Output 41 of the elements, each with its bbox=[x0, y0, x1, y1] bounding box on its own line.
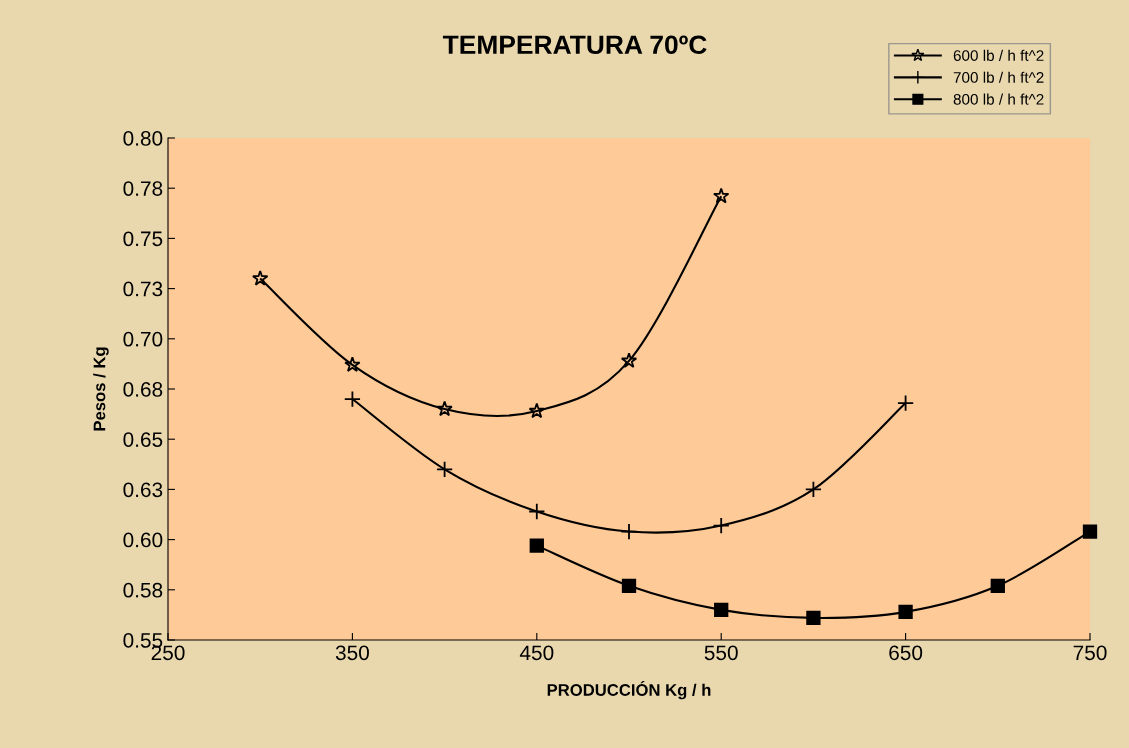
y-axis-title: Pesos / Kg bbox=[93, 347, 109, 431]
point bbox=[343, 390, 361, 408]
y-tick-label: 0.65 bbox=[123, 432, 163, 447]
point bbox=[897, 394, 915, 412]
x-tick-label: 550 bbox=[704, 645, 738, 661]
point bbox=[990, 578, 1005, 593]
point bbox=[898, 604, 913, 620]
x-tick-label: 650 bbox=[889, 645, 923, 661]
y-tick-label: 0.78 bbox=[123, 181, 163, 196]
point bbox=[806, 610, 821, 626]
point bbox=[252, 270, 269, 286]
point bbox=[713, 187, 730, 204]
point bbox=[528, 502, 546, 521]
point bbox=[714, 602, 729, 618]
y-tick-label: 0.75 bbox=[123, 231, 163, 247]
x-tick-label: 350 bbox=[335, 645, 369, 661]
point bbox=[620, 523, 638, 541]
point bbox=[804, 480, 822, 498]
legend-label: 800 lb / h ft^2 bbox=[953, 93, 1044, 105]
chart-title: TEMPERATURA 70ºC bbox=[442, 35, 707, 55]
point bbox=[620, 352, 638, 368]
point bbox=[621, 578, 637, 593]
y-tick-label: 0.68 bbox=[123, 382, 163, 397]
y-tick-label: 0.60 bbox=[123, 532, 163, 548]
point bbox=[1082, 524, 1098, 539]
y-tick-label: 0.80 bbox=[123, 131, 163, 146]
point bbox=[436, 460, 454, 478]
point bbox=[529, 538, 544, 553]
x-tick-label: 750 bbox=[1073, 645, 1107, 661]
y-tick-label: 0.58 bbox=[123, 582, 163, 598]
point bbox=[436, 400, 453, 417]
y-tick-label: 0.63 bbox=[123, 482, 163, 498]
point bbox=[528, 402, 545, 419]
point bbox=[712, 517, 730, 535]
y-tick-label: 0.73 bbox=[123, 281, 163, 297]
x-tick-label: 450 bbox=[519, 645, 554, 661]
legend-label: 700 lb / h ft^2 bbox=[953, 71, 1044, 83]
y-tick-label: 0.70 bbox=[123, 331, 163, 347]
x-axis-title: PRODUCCIÓN Kg / h bbox=[547, 680, 711, 700]
point bbox=[344, 356, 361, 372]
legend-label: 600 lb / h ft^2 bbox=[953, 49, 1044, 61]
